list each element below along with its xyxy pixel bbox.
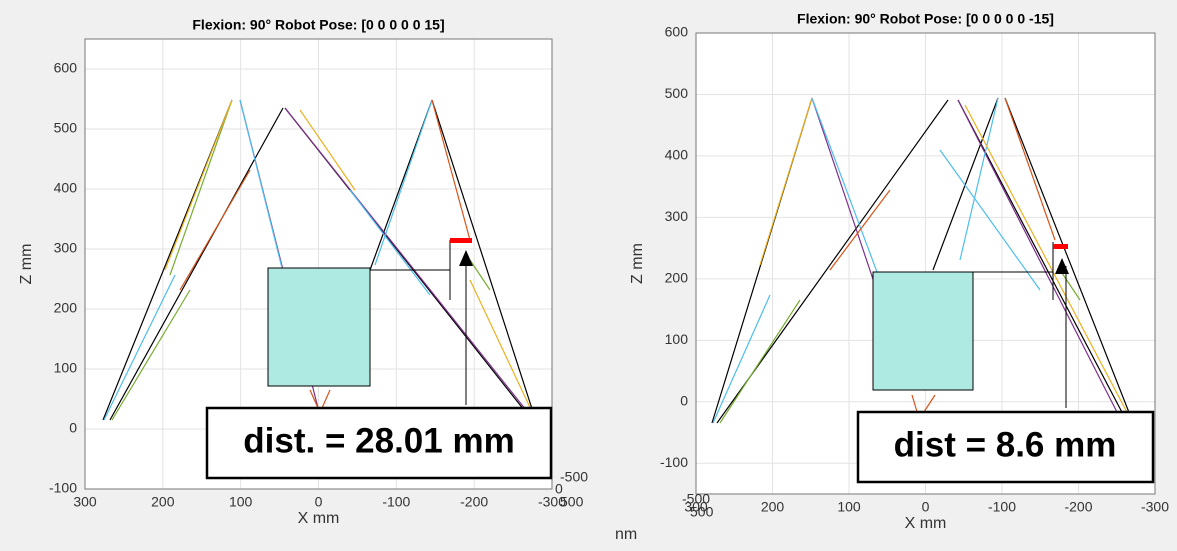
y-tick-label: 100 [54,360,78,376]
robot-right [711,97,1133,424]
y-tick-label: 600 [54,60,78,76]
x-tick-label: -300 [538,494,566,510]
x-tick-label: 100 [837,499,861,515]
axes-frame [84,38,553,490]
x-axis-label: X mm [905,515,947,532]
y-tick-label: 300 [54,240,78,256]
x-tick-label: 0 [315,494,323,510]
annotation-box [205,406,553,480]
x-tick-label: 200 [151,494,175,510]
x-tick-label: -300 [1141,499,1169,515]
y-tick-label: 200 [665,270,689,286]
x-tick-label: -100 [382,494,410,510]
y-tick-label: 0 [69,420,77,436]
y-tick-label: 400 [54,180,78,196]
depth-tick-label: -500 [560,469,588,485]
y-tick-label: 200 [54,300,78,316]
chart-title: Flexion: 90° Robot Pose: [0 0 0 0 0 -15] [797,11,1054,27]
x-tick-label: -100 [988,499,1016,515]
y-tick-label: -100 [660,454,688,470]
y-tick-label: 300 [665,208,689,224]
x-tick-label: 300 [684,499,708,515]
depth-tick-label: 0 [555,481,563,497]
x-tick-label: 200 [761,499,785,515]
y-tick-label: 400 [665,147,689,163]
x-tick-label: 0 [922,499,930,515]
y-tick-label: 500 [54,120,78,136]
annotation: dist = 8.6 mm [894,425,1117,464]
depth-tick-label: 500 [560,494,584,510]
x-tick-label: 300 [73,494,97,510]
robot-left [102,99,536,421]
clipped-label: nm [615,526,637,543]
depth-tick-label: 500 [690,504,714,520]
y-tick-label: 0 [680,393,688,409]
annotation-box [856,410,1155,484]
y-tick-label: -100 [49,480,77,496]
y-tick-label: 500 [665,85,689,101]
x-tick-label: 100 [229,494,253,510]
depth-tick-label: -500 [682,491,710,507]
y-tick-label: 600 [665,24,689,40]
y-tick-label: 100 [665,331,689,347]
y-axis-label: Z mm [629,243,646,284]
chart-title: Flexion: 90° Robot Pose: [0 0 0 0 0 15] [192,17,444,33]
x-tick-label: -200 [460,494,488,510]
axes-frame [695,32,1156,495]
y-axis-label: Z mm [18,244,35,285]
x-axis-label: X mm [298,510,340,527]
annotation: dist. = 28.01 mm [243,421,514,460]
x-tick-label: -200 [1064,499,1092,515]
